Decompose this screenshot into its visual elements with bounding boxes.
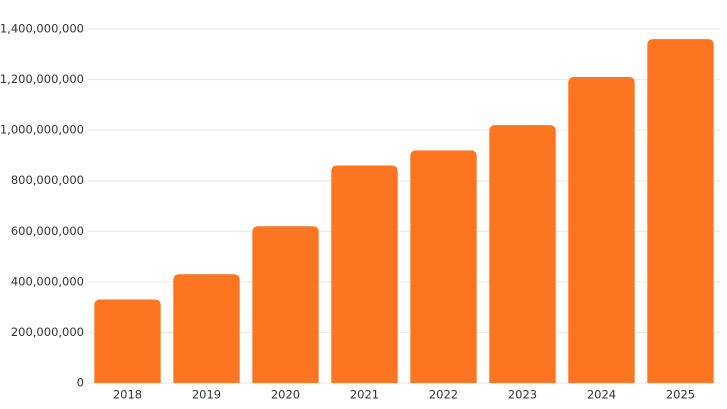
y-tick-label: 400,000,000	[11, 274, 84, 288]
y-tick-label: 600,000,000	[11, 224, 84, 238]
bar	[252, 226, 319, 383]
x-tick-label: 2023	[508, 388, 537, 402]
y-tick-label: 0	[77, 376, 84, 390]
y-tick-label: 1,200,000,000	[0, 72, 84, 86]
x-tick-label: 2022	[429, 388, 458, 402]
y-tick-label: 200,000,000	[11, 325, 84, 339]
x-tick-label: 2025	[666, 388, 695, 402]
y-tick-label: 1,400,000,000	[0, 22, 84, 36]
y-tick-label: 800,000,000	[11, 173, 84, 187]
bar	[331, 165, 398, 383]
bar	[94, 299, 161, 383]
x-tick-label: 2018	[113, 388, 142, 402]
bar	[489, 125, 556, 383]
bar	[647, 39, 714, 383]
x-tick-label: 2019	[192, 388, 221, 402]
x-tick-label: 2024	[587, 388, 616, 402]
x-tick-label: 2021	[350, 388, 379, 402]
bar	[568, 77, 635, 384]
bar	[173, 274, 240, 383]
bar	[410, 150, 477, 383]
y-tick-label: 1,000,000,000	[0, 123, 84, 137]
x-tick-label: 2020	[271, 388, 300, 402]
